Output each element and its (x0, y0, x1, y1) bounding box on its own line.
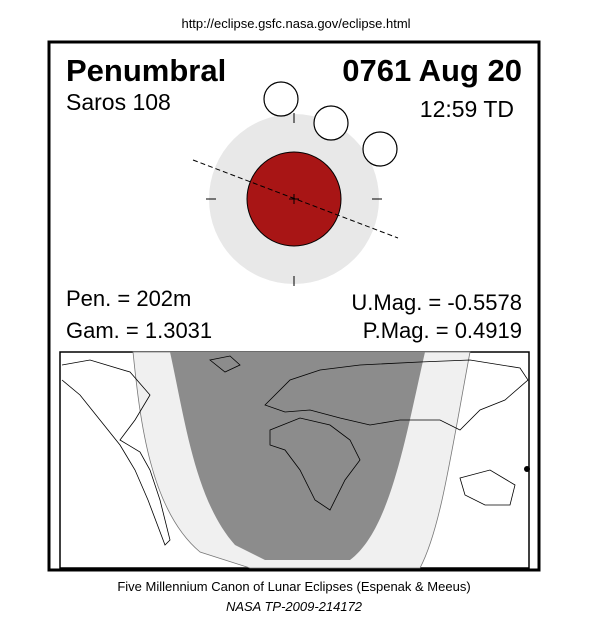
penumbral-duration: Pen. = 202m (66, 286, 191, 311)
footer-canon: Five Millennium Canon of Lunar Eclipses … (117, 579, 470, 594)
footer-ref: NASA TP-2009-214172 (226, 599, 363, 614)
time: 12:59 TD (420, 96, 514, 122)
moon (263, 81, 299, 117)
gamma: Gam. = 1.3031 (66, 318, 212, 343)
moon-path (192, 159, 399, 239)
moon (362, 131, 398, 167)
axis-ticks (206, 113, 382, 286)
umbral-magnitude: U.Mag. = -0.5578 (351, 290, 522, 315)
penumbral-magnitude: P.Mag. = 0.4919 (363, 318, 522, 343)
moon (313, 105, 349, 141)
eclipse-type: Penumbral (66, 53, 226, 88)
world-map (59, 351, 530, 569)
source-url: http://eclipse.gsfc.nasa.gov/eclipse.htm… (181, 16, 410, 31)
eclipse-date: 0761 Aug 20 (342, 53, 522, 88)
saros: Saros 108 (66, 89, 171, 115)
